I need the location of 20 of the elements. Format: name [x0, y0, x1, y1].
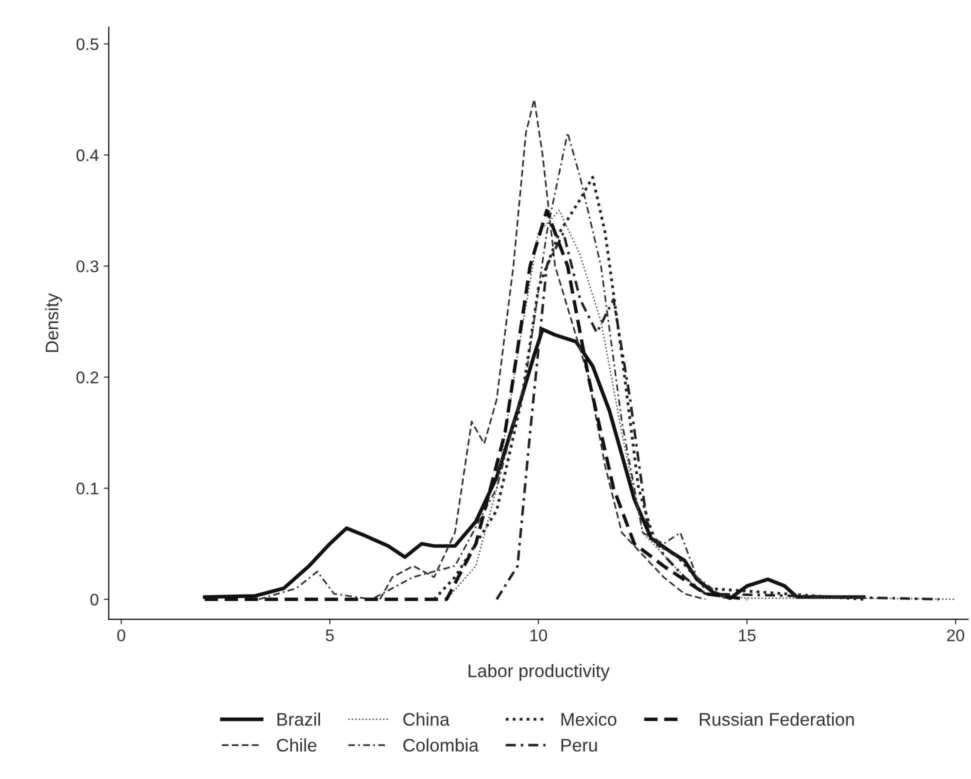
legend-label: Russian Federation: [700, 712, 854, 726]
x-axis-title: Labor productivity: [468, 664, 610, 681]
legend-label: Colombia: [403, 738, 479, 752]
y-axis-title: Density: [45, 293, 62, 352]
x-tick-label: 10: [530, 629, 548, 642]
y-tick-label: 0.3: [76, 260, 98, 272]
y-tick-label: 0: [90, 594, 98, 606]
legend-label: Brazil: [278, 712, 320, 726]
legend-label: Peru: [561, 739, 597, 752]
y-tick-label: 0.1: [76, 482, 98, 494]
y-tick-label: 0.4: [76, 149, 99, 162]
y-tick-label: 0.2: [76, 372, 98, 384]
y-tick-label: 0.5: [76, 38, 98, 50]
legend-label: China: [403, 712, 450, 726]
x-tick-label: 5: [326, 630, 334, 642]
legend-label: Chile: [276, 738, 316, 752]
x-tick-label: 20: [947, 629, 964, 642]
legend-label: Mexico: [561, 712, 616, 726]
x-tick-label: 0: [117, 629, 126, 642]
x-tick-label: 15: [739, 630, 756, 642]
